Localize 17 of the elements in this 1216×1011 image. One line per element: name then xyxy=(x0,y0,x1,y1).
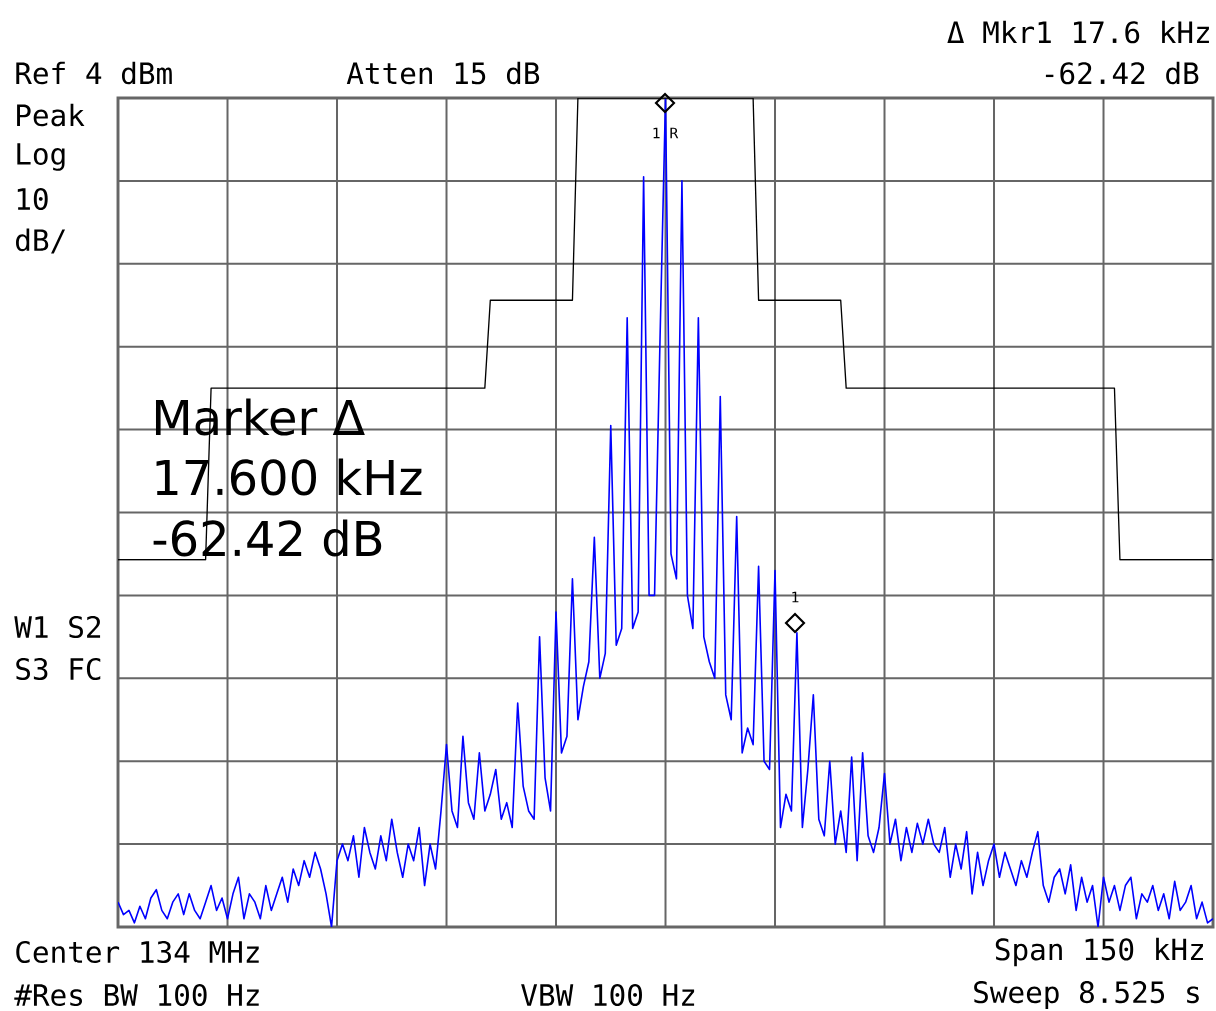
text: dB/ xyxy=(16,228,66,254)
text: 10 xyxy=(17,187,48,211)
text: #Res BW 100 Hz xyxy=(14,983,259,1007)
text: Center 134 MHz xyxy=(16,940,259,964)
text: Span 150 kHz xyxy=(995,937,1203,967)
text: Sweep 8.525 s xyxy=(974,981,1199,1009)
text: VBW 100 Hz xyxy=(521,983,695,1007)
text: Δ Mkr1 17.6 kHz xyxy=(947,20,1209,44)
annotation: 1 R xyxy=(653,127,679,139)
text: Log xyxy=(17,143,65,171)
annotation: 1 xyxy=(792,591,799,603)
text: Peak xyxy=(17,103,85,127)
text: S3 FC xyxy=(16,657,101,681)
text: Ref 4 dBm xyxy=(16,61,172,85)
text: -62.42 dB xyxy=(1045,61,1199,85)
text: W1 S2 xyxy=(14,615,101,639)
text: Atten 15 dB xyxy=(346,61,540,85)
